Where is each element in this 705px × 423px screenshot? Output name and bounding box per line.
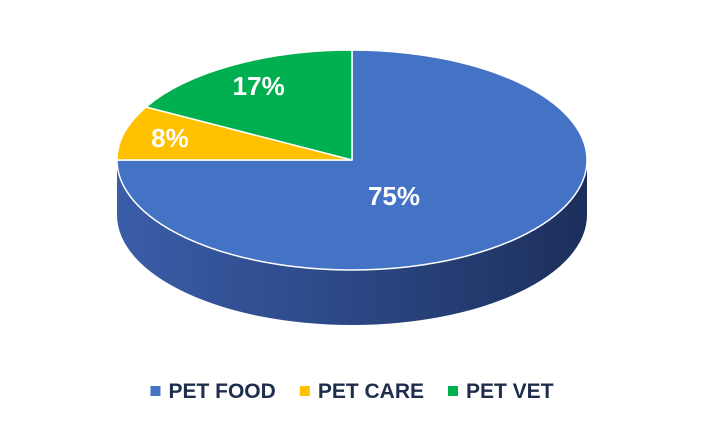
pie-sides xyxy=(117,160,587,325)
pie-slice-pet-vet xyxy=(145,49,353,161)
legend-label-pet-vet: PET VET xyxy=(466,380,554,403)
pie-side-pet-food xyxy=(117,160,587,325)
pie-tops xyxy=(116,49,588,271)
data-label-pet-vet: 17% xyxy=(233,71,285,101)
legend-marker-pet-vet xyxy=(448,386,458,396)
data-label-pet-food: 75% xyxy=(368,181,420,211)
pie-labels: 75% 8% 17% xyxy=(151,71,420,211)
legend: PET FOOD PET CARE PET VET xyxy=(150,380,554,403)
legend-label-pet-care: PET CARE xyxy=(318,380,424,403)
data-label-pet-care: 8% xyxy=(151,123,189,153)
pie-slice-pet-care xyxy=(116,106,353,161)
legend-label-pet-food: PET FOOD xyxy=(168,380,275,403)
legend-marker-pet-care xyxy=(299,386,310,396)
legend-marker-pet-food xyxy=(150,386,161,396)
